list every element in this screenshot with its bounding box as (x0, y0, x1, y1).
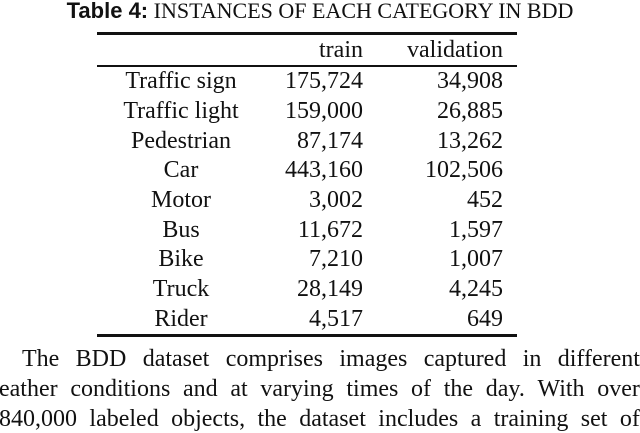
cell-train: 443,160 (285, 157, 363, 184)
word: comprises (225, 346, 324, 372)
word: over (597, 376, 640, 402)
cell-category: Traffic sign (125, 68, 237, 95)
cell-validation: 649 (467, 305, 503, 332)
table-row: Motor 3,002 452 (97, 186, 517, 216)
cell-category: Truck (152, 276, 210, 303)
caption-text: INSTANCES OF EACH CATEGORY IN BDD (153, 0, 574, 23)
cell-validation: 102,506 (425, 157, 503, 184)
word: and (183, 376, 218, 402)
word: labeled (89, 406, 159, 432)
word: times (346, 376, 399, 402)
word: of (411, 376, 432, 402)
cell-train: 7,210 (309, 246, 363, 273)
word: includes (378, 406, 459, 432)
header-category (97, 34, 265, 67)
cell-train: 4,517 (309, 305, 363, 332)
table-row: Bike 7,210 1,007 (97, 245, 517, 275)
word: captured (423, 346, 507, 372)
table-row: Traffic light 159,000 26,885 (97, 97, 517, 127)
word: varying (260, 376, 334, 402)
cell-train: 159,000 (285, 98, 363, 125)
word: the (257, 406, 287, 432)
header-train: train (319, 36, 363, 63)
word: in (522, 346, 542, 372)
word: dataset (299, 406, 366, 432)
paragraph-line: The BDD dataset comprises images captured in di… (22, 346, 640, 373)
cell-category: Rider (154, 305, 208, 332)
cell-train: 3,002 (309, 187, 363, 214)
cell-category: Car (163, 157, 199, 184)
word: images (339, 346, 408, 372)
word: the (443, 376, 474, 402)
header-row: train validation (97, 33, 517, 67)
table-row: Bus 11,672 1,597 (97, 215, 517, 245)
cell-validation: 34,908 (437, 68, 503, 95)
caption-label: Table 4: (66, 0, 149, 23)
cell-validation: 452 (467, 187, 503, 214)
word: of (619, 406, 640, 432)
cell-train: 87,174 (297, 127, 363, 154)
word: dataset (142, 346, 210, 372)
header-validation: validation (407, 36, 503, 63)
table-row: Rider 4,517 649 (97, 305, 517, 336)
word: training (493, 406, 569, 432)
table-row: Truck 28,149 4,245 (97, 275, 517, 305)
category-instances-table: train validation Traffic sign 175,724 34,9… (97, 32, 517, 337)
word: at (230, 376, 248, 402)
cell-category: Bus (162, 216, 200, 243)
word: a (470, 406, 482, 432)
cell-category: Motor (151, 187, 211, 214)
word: eather (0, 376, 58, 402)
cell-train: 11,672 (297, 216, 363, 243)
table-row: Car 443,160 102,506 (97, 156, 517, 186)
word: With (537, 376, 585, 402)
cell-validation: 1,007 (449, 246, 503, 273)
word: conditions (70, 376, 171, 402)
cell-validation: 26,885 (437, 98, 503, 125)
cell-validation: 4,245 (449, 276, 503, 303)
cell-validation: 13,262 (437, 127, 503, 154)
paragraph-line: 840,000 labeled objects, the dataset includes… (0, 406, 640, 433)
cell-category: Bike (158, 246, 204, 273)
word: The (22, 346, 60, 372)
word: 840,000 (0, 406, 77, 432)
paragraph-line: eather conditions and at varying times of the da… (0, 376, 640, 403)
cell-train: 28,149 (297, 276, 363, 303)
cell-train: 175,724 (285, 68, 363, 95)
table-row: Traffic sign 175,724 34,908 (97, 66, 517, 97)
table-row: Pedestrian 87,174 13,262 (97, 126, 517, 156)
word: set (580, 406, 608, 432)
word: day. (485, 376, 525, 402)
word: different (557, 346, 640, 372)
cell-validation: 1,597 (449, 216, 503, 243)
cell-category: Pedestrian (131, 127, 231, 154)
table-caption: Table 4: INSTANCES OF EACH CATEGORY IN B… (0, 0, 640, 24)
word: BDD (75, 346, 127, 372)
word: objects, (171, 406, 246, 432)
cell-category: Traffic light (123, 98, 239, 125)
